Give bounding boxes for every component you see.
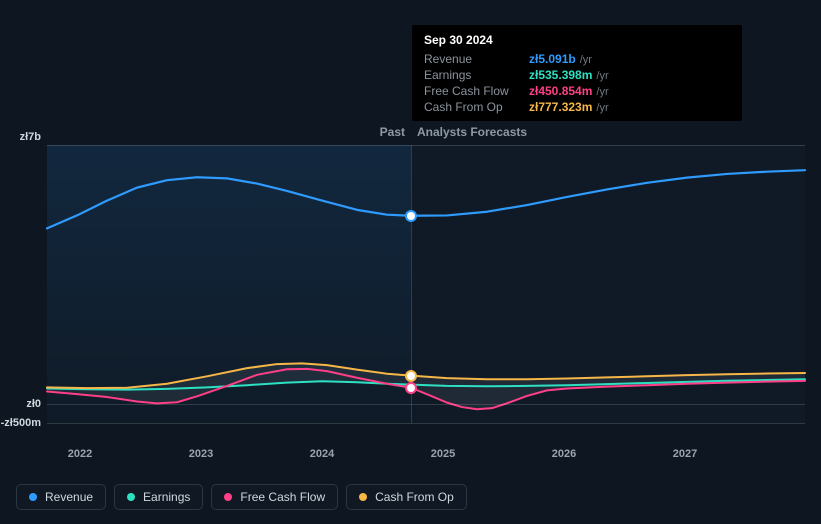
tooltip-row-unit: /yr [596,70,608,82]
gridline [47,404,805,405]
legend-dot-icon [127,493,135,501]
gridline [47,145,805,146]
tooltip-row-value: zł5.091b [529,52,576,66]
tooltip-row-label: Cash From Op [424,100,529,114]
chart-plot: Past Analysts Forecasts zł7bzł0-zł500m [47,145,805,423]
marker-cfo [407,372,415,380]
legend-item-cfo[interactable]: Cash From Op [346,484,467,510]
legend-item-earnings[interactable]: Earnings [114,484,203,510]
y-tick-label: zł0 [26,398,47,410]
marker-fcf [407,384,415,392]
x-tick-label: 2022 [68,448,92,460]
x-tick-label: 2026 [552,448,576,460]
tooltip-row-unit: /yr [596,102,608,114]
label-past: Past [380,125,405,139]
legend-dot-icon [224,493,232,501]
x-tick-label: 2027 [673,448,697,460]
legend-item-fcf[interactable]: Free Cash Flow [211,484,338,510]
x-tick-label: 2025 [431,448,455,460]
tooltip-row-label: Free Cash Flow [424,84,529,98]
marker-revenue [407,212,415,220]
tooltip-row-unit: /yr [580,54,592,66]
tooltip-row-unit: /yr [596,86,608,98]
tooltip-row: Earningszł535.398m/yr [424,67,730,83]
legend-label: Revenue [45,490,93,504]
tooltip-row: Free Cash Flowzł450.854m/yr [424,83,730,99]
y-tick-label: zł7b [20,131,47,143]
tooltip-row-value: zł535.398m [529,68,592,82]
tooltip-row: Cash From Opzł777.323m/yr [424,99,730,115]
legend-dot-icon [359,493,367,501]
label-forecast: Analysts Forecasts [417,125,527,139]
legend-label: Cash From Op [375,490,454,504]
chart-svg [47,145,805,423]
x-tick-label: 2023 [189,448,213,460]
tooltip-row-value: zł450.854m [529,84,592,98]
legend-label: Earnings [143,490,190,504]
gridline [47,423,805,424]
tooltip-row-label: Earnings [424,68,529,82]
x-tick-label: 2024 [310,448,334,460]
hover-tooltip: Sep 30 2024 Revenuezł5.091b/yrEarningszł… [412,25,742,121]
legend-item-revenue[interactable]: Revenue [16,484,106,510]
tooltip-row-value: zł777.323m [529,100,592,114]
tooltip-title: Sep 30 2024 [424,33,730,47]
tooltip-row: Revenuezł5.091b/yr [424,51,730,67]
y-tick-label: -zł500m [1,417,47,429]
legend-label: Free Cash Flow [240,490,325,504]
legend: Revenue Earnings Free Cash Flow Cash From O… [16,484,467,510]
x-axis: 2022 2023 2024 2025 2026 2027 [47,448,805,468]
series-revenue [47,170,805,228]
legend-dot-icon [29,493,37,501]
tooltip-row-label: Revenue [424,52,529,66]
